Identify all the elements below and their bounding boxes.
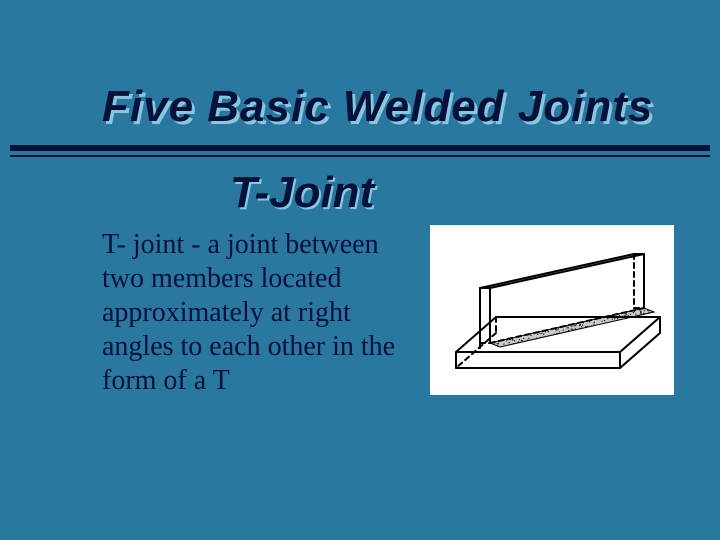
slide-title-text: Five Basic Welded Joints [102,82,653,132]
title-underline-thin [10,155,710,157]
title-underline [10,145,710,157]
t-joint-diagram [430,225,674,395]
body-text-content: T- joint - a joint between two members l… [102,228,412,398]
body-text: T- joint - a joint between two members l… [102,228,412,398]
slide: Five Basic Welded Joints Five Basic Weld… [0,0,720,540]
slide-subtitle-text: T-Joint [230,168,374,218]
t-joint-diagram-svg [430,225,674,395]
title-underline-thick [10,145,710,151]
